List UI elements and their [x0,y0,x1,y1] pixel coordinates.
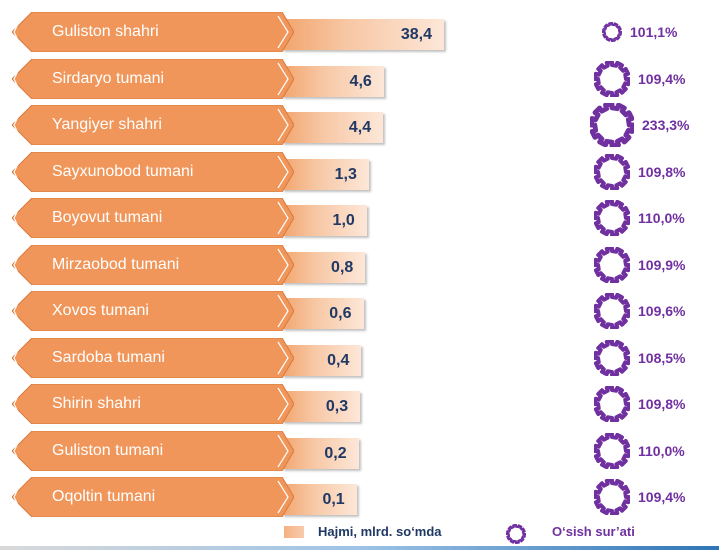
volume-data-label: 0,4 [327,351,350,369]
volume-data-label: 1,3 [334,165,357,183]
growth-gear-icon [590,103,634,147]
category-banner: Boyovut tumani [12,198,294,238]
volume-bar [282,112,384,143]
category-banner: Sayxunobod tumani [12,151,294,192]
growth-data-label: 109,4% [638,70,686,87]
volume-bar [282,437,359,469]
growth-gear-shape [594,386,630,422]
growth-gear-icon [594,386,630,422]
chart-row: 0,1 Oqoltin tumani 109,4% [0,475,719,519]
volume-bar [282,65,384,97]
chart-row: 0,6 Xovos tumani 109,6% [0,289,719,333]
legend-volume-label: Hajmi, mlrd. so‘mda [318,524,442,539]
volume-data-label: 0,3 [325,398,349,415]
growth-gear-icon [594,293,630,329]
chart-row: 4,4 Yangiyer shahri 233,3% [0,103,719,147]
growth-gear-shape [594,246,630,283]
category-label: Sardoba tumani [52,348,165,366]
volume-data-label: 1,0 [332,212,355,229]
growth-gear-icon [594,432,630,469]
category-banner: Sardoba tumani [12,337,294,378]
volume-bar [282,344,362,376]
growth-data-label: 109,9% [638,256,686,273]
chart-row: 0,2 Guliston tumani 110,0% [0,429,719,473]
growth-data-label: 109,8% [638,396,686,412]
growth-data-label: 109,8% [638,163,686,180]
category-banner: Shirin shahri [12,384,294,424]
volume-bar [282,205,367,236]
growth-gear-icon [594,246,630,283]
category-banner: Yangiyer shahri [12,105,294,145]
category-banner: Mirzaobod tumani [12,244,294,285]
volume-data-label: 0,6 [329,305,352,322]
chart-row: 38,4 Guliston shahri 101,1% [0,10,719,54]
category-label: Oqoltin tumani [52,488,156,505]
volume-bar [282,391,361,422]
legend-growth-label: O‘sish sur’ati [552,524,635,539]
growth-data-label: 110,0% [638,210,685,226]
chart-row: 1,3 Sayxunobod tumani 109,8% [0,150,719,194]
growth-gear-shape [594,479,630,515]
growth-gear-icon [594,153,630,190]
volume-bar [282,251,366,283]
category-label: Yangiyer shahri [52,116,162,133]
growth-gear-shape [594,153,630,190]
chart-row: 0,4 Sardoba tumani 108,5% [0,336,719,380]
category-label: Guliston shahri [52,23,159,40]
growth-data-label: 109,6% [638,303,686,319]
volume-data-label: 38,4 [400,26,432,43]
volume-bar [282,19,444,50]
growth-data-label: 110,0% [638,442,685,459]
volume-data-label: 0,1 [322,491,345,508]
growth-gear-icon [594,339,630,376]
category-label: Guliston tumani [52,441,164,459]
growth-gear-shape [590,103,634,147]
category-label: Xovos tumani [52,302,149,319]
legend-gear-icon [506,524,526,544]
growth-gear-icon [594,479,630,515]
volume-data-label: 4,6 [349,72,372,90]
category-banner: Guliston tumani [12,430,294,471]
chart-row: 1,0 Boyovut tumani 110,0% [0,196,719,240]
chart-row: 0,3 Shirin shahri 109,8% [0,382,719,426]
growth-data-label: 233,3% [642,117,690,133]
growth-gear-shape [594,293,630,329]
growth-data-label: 101,1% [630,24,678,40]
chart-row: 4,6 Sirdaryo tumani 109,4% [0,57,719,101]
growth-gear-shape [594,200,630,236]
volume-data-label: 0,2 [324,444,347,462]
growth-gear-icon [602,22,622,42]
growth-gear-icon [594,60,630,97]
category-label: Boyovut tumani [52,209,163,226]
volume-bar [282,298,364,329]
legend-gear-shape [506,524,526,544]
category-label: Sayxunobod tumani [52,162,194,180]
chart-row: 0,8 Mirzaobod tumani 109,9% [0,243,719,287]
growth-data-label: 109,4% [638,489,686,505]
legend-volume-swatch [284,526,304,538]
volume-data-label: 0,8 [331,258,354,276]
category-banner: Guliston shahri [12,12,294,52]
bottom-accent-line [0,546,719,550]
growth-gear-shape [594,339,630,376]
volume-bar [282,158,369,190]
volume-data-label: 4,4 [348,119,372,136]
growth-gear-shape [594,432,630,469]
category-banner: Oqoltin tumani [12,477,294,517]
category-label: Shirin shahri [52,395,141,412]
category-banner: Xovos tumani [12,291,294,331]
category-label: Sirdaryo tumani [52,69,165,87]
category-banner: Sirdaryo tumani [12,58,294,99]
category-label: Mirzaobod tumani [52,255,180,273]
growth-data-label: 108,5% [638,349,686,366]
growth-gear-shape [602,22,622,42]
volume-bar [282,484,357,515]
legend: Hajmi, mlrd. so‘mda O‘sish sur’ati [0,520,719,544]
growth-gear-icon [594,200,630,236]
growth-gear-shape [594,60,630,97]
